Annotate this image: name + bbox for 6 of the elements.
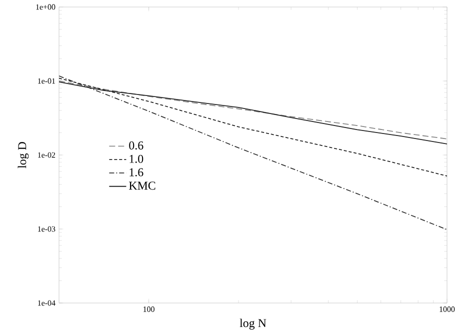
x-axis-title: log N [240, 318, 266, 330]
legend-label: 1.6 [130, 168, 144, 176]
legend-label: KMC [128, 182, 156, 190]
legend-label: 1.0 [130, 154, 144, 163]
y-axis-title: log D [18, 142, 29, 168]
legend-label: 0.6 [129, 141, 144, 150]
